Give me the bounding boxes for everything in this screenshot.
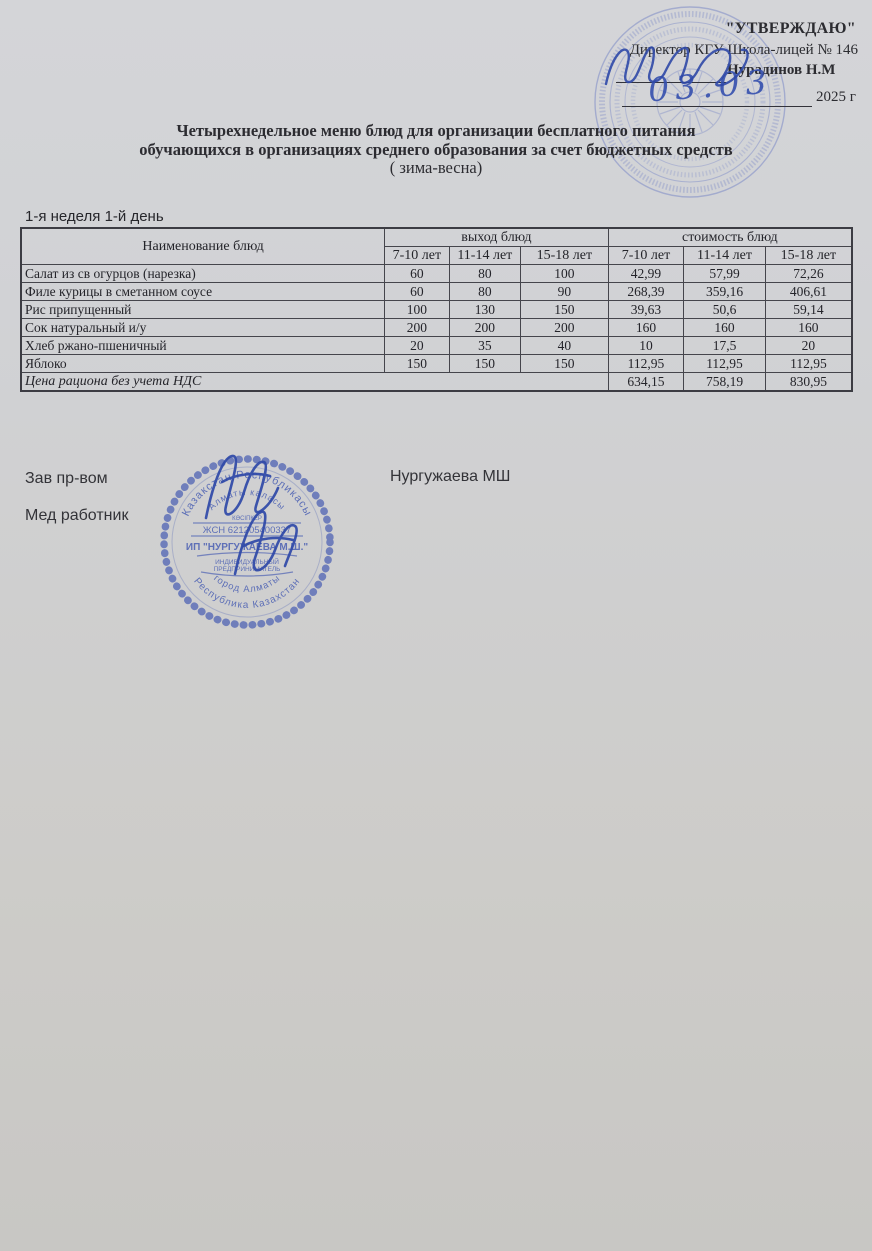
approve-label: "УТВЕРЖДАЮ" — [725, 20, 856, 37]
dish-value: 10 — [607, 336, 685, 355]
dish-value: 17,5 — [683, 336, 766, 355]
dish-value: 200 — [448, 318, 522, 337]
dish-name: Хлеб ржано-пшеничный — [20, 336, 386, 355]
dish-value: 50,6 — [683, 300, 766, 319]
total-label: Цена рациона без учета НДС — [20, 372, 609, 392]
date-line — [622, 106, 812, 107]
table-row: Яблоко 150 150 150 112,95 112,95 112,95 — [20, 354, 853, 373]
entrepreneur-stamp-icon: Казакстан Республикасы Алматы каласы КӘС… — [160, 455, 334, 629]
table-group-header-row: Наименование блюд выход блюд стоимость б… — [20, 227, 853, 265]
dish-value: 359,16 — [683, 282, 766, 301]
dish-value: 42,99 — [607, 264, 685, 283]
dish-value: 150 — [384, 354, 450, 373]
total-value: 758,19 — [683, 372, 766, 392]
dish-name: Яблоко — [20, 354, 386, 373]
school-official-stamp-icon — [594, 6, 786, 198]
year-label: 2025 г — [816, 89, 856, 105]
table-row: Салат из св огурцов (нарезка) 60 80 100 … — [20, 264, 853, 283]
dish-value: 150 — [520, 300, 609, 319]
stamp-entrepreneur-text: ПРЕДПРИНИМАТЕЛЬ — [214, 566, 281, 573]
dish-name: Сок натуральный и/у — [20, 318, 386, 337]
age-header: 11-14 лет — [683, 246, 766, 265]
table-row: Рис припущенный 100 130 150 39,63 50,6 5… — [20, 300, 853, 319]
dish-value: 20 — [764, 336, 853, 355]
table-row: Хлеб ржано-пшеничный 20 35 40 10 17,5 20 — [20, 336, 853, 355]
dish-value: 80 — [448, 264, 522, 283]
dish-value: 112,95 — [607, 354, 685, 373]
table-row: Филе курицы в сметанном соусе 60 80 90 2… — [20, 282, 853, 301]
table-age-header-row: 7-10 лет 11-14 лет 15-18 лет 7-10 лет 11… — [21, 246, 853, 265]
table-row: Сок натуральный и/у 200 200 200 160 160 … — [20, 318, 853, 337]
age-header: 7-10 лет — [607, 246, 685, 265]
age-header: 7-10 лет — [384, 246, 450, 265]
dish-name: Филе курицы в сметанном соусе — [20, 282, 386, 301]
director-signature-icon — [604, 46, 749, 87]
age-header: 15-18 лет — [764, 246, 853, 265]
dish-value: 90 — [520, 282, 609, 301]
age-header: 15-18 лет — [520, 246, 609, 265]
dish-value: 60 — [384, 264, 450, 283]
stamp-kasipker-text: КӘСІПКЕР — [232, 516, 262, 522]
dish-value: 160 — [764, 318, 853, 337]
dish-value: 20 — [384, 336, 450, 355]
column-header-dish-name: Наименование блюд — [20, 227, 386, 265]
dish-value: 268,39 — [607, 282, 685, 301]
document-title-season: ( зима-весна) — [389, 158, 483, 177]
medical-role-label: Мед работник — [25, 507, 129, 524]
manager-role-label: Зав пр-вом — [25, 470, 108, 487]
column-header-output: выход блюд — [384, 227, 609, 247]
manager-name: Нургужаева МШ — [390, 468, 511, 485]
dish-value: 39,63 — [607, 300, 685, 319]
manager-signature-icon — [204, 454, 280, 520]
dish-value: 80 — [448, 282, 522, 301]
column-header-cost: стоимость блюд — [607, 227, 853, 247]
dish-value: 100 — [520, 264, 609, 283]
table-total-row: Цена рациона без учета НДС 634,15 758,19… — [20, 372, 853, 392]
dish-value: 59,14 — [764, 300, 853, 319]
dish-value: 200 — [384, 318, 450, 337]
director-name: Нурадинов Н.М — [727, 62, 836, 78]
dish-value: 57,99 — [683, 264, 766, 283]
document-title-line1: Четырехнедельное меню блюд для организац… — [176, 121, 696, 140]
total-value: 634,15 — [607, 372, 685, 392]
dish-name: Салат из св огурцов (нарезка) — [20, 264, 386, 283]
dish-value: 35 — [448, 336, 522, 355]
age-header: 11-14 лет — [448, 246, 522, 265]
dish-value: 40 — [520, 336, 609, 355]
dish-value: 160 — [607, 318, 685, 337]
dish-value: 406,61 — [764, 282, 853, 301]
stamp-individual-text: ИНДИВИДУАЛЬНЫЙ — [215, 557, 279, 566]
week-day-label: 1-я неделя 1-й день — [25, 208, 164, 225]
medical-signature-icon — [233, 510, 298, 576]
dish-value: 112,95 — [764, 354, 853, 373]
dish-value: 150 — [520, 354, 609, 373]
total-value: 830,95 — [764, 372, 853, 392]
document-title-line2: обучающихся в организациях среднего обра… — [139, 139, 733, 159]
dish-name: Рис припущенный — [20, 300, 386, 319]
dish-value: 72,26 — [764, 264, 853, 283]
dish-value: 150 — [448, 354, 522, 373]
dish-value: 130 — [448, 300, 522, 319]
dish-value: 200 — [520, 318, 609, 337]
menu-table: Наименование блюд выход блюд стоимость б… — [20, 227, 853, 392]
dish-value: 60 — [384, 282, 450, 301]
dish-value: 160 — [683, 318, 766, 337]
signature-line — [616, 82, 726, 83]
dish-value: 100 — [384, 300, 450, 319]
dish-value: 112,95 — [683, 354, 766, 373]
stamp-ip-name-text: ИП "НУРГУЖАЕВА М.Ш." — [186, 542, 308, 553]
